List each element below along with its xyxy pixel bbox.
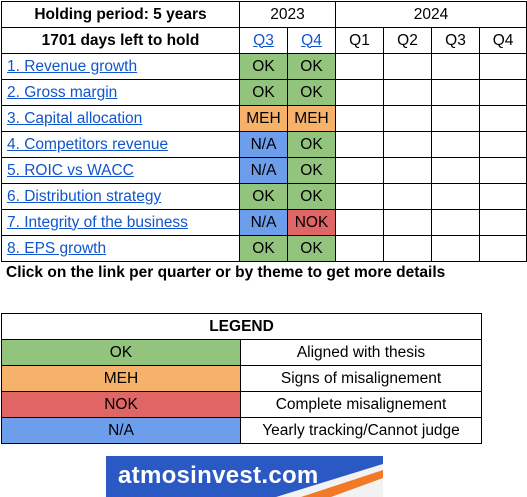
empty-cell-2024-q4 bbox=[479, 131, 527, 158]
empty-cell-2024-q4 bbox=[479, 53, 527, 80]
status-cell-2023-q4: NOK bbox=[286, 209, 337, 236]
status-cell-2023-q4: OK bbox=[286, 235, 337, 262]
legend-items: OK Aligned with thesis MEH Signs of misal… bbox=[1, 339, 482, 444]
status-cell-2023-q4: OK bbox=[286, 131, 337, 158]
status-cell-2023-q4: OK bbox=[286, 53, 337, 80]
quarter-link-2023-q3[interactable]: Q3 bbox=[253, 31, 274, 49]
legend-meaning: Yearly tracking/Cannot judge bbox=[240, 417, 482, 444]
empty-cell-2024-q3 bbox=[431, 183, 481, 210]
logo-text: atmosinvest.com bbox=[118, 462, 319, 489]
thesis-tracking-table: Holding period: 5 years 2023 2024 1701 d… bbox=[1, 1, 527, 262]
empty-cell-2024-q3 bbox=[431, 209, 481, 236]
instruction-note: Click on the link per quarter or by them… bbox=[6, 264, 446, 281]
holding-period-label: Holding period: 5 years bbox=[1, 1, 240, 28]
status-cell-2023-q3: N/A bbox=[239, 209, 288, 236]
legend-status: OK bbox=[1, 339, 241, 366]
empty-cell-2024-q2 bbox=[383, 79, 433, 106]
status-cell-2023-q3: MEH bbox=[239, 105, 288, 132]
legend-row: N/A Yearly tracking/Cannot judge bbox=[1, 417, 482, 444]
logo-swoosh-icon bbox=[276, 464, 383, 497]
empty-cell-2024-q4 bbox=[479, 105, 527, 132]
quarter-header-2024-q2: Q2 bbox=[383, 27, 433, 54]
theme-link[interactable]: 7. Integrity of the business bbox=[7, 213, 188, 231]
empty-cell-2024-q3 bbox=[431, 157, 481, 184]
status-cell-2023-q4: MEH bbox=[286, 105, 337, 132]
header-row-years: Holding period: 5 years 2023 2024 bbox=[1, 1, 527, 28]
status-cell-2023-q3: N/A bbox=[239, 131, 288, 158]
legend-title: LEGEND bbox=[1, 313, 482, 340]
empty-cell-2024-q1 bbox=[335, 53, 385, 80]
status-cell-2023-q3: OK bbox=[239, 53, 288, 80]
legend-meaning: Complete misalignement bbox=[240, 391, 482, 418]
table-row: 2. Gross margin OK OK bbox=[1, 79, 527, 106]
empty-cell-2024-q1 bbox=[335, 183, 385, 210]
legend-meaning: Signs of misalignement bbox=[240, 365, 482, 392]
status-cell-2023-q3: N/A bbox=[239, 157, 288, 184]
days-left-label: 1701 days left to hold bbox=[1, 27, 240, 54]
empty-cell-2024-q4 bbox=[479, 157, 527, 184]
legend-meaning: Aligned with thesis bbox=[240, 339, 482, 366]
year-2024-header: 2024 bbox=[335, 1, 527, 28]
table-row: 1. Revenue growth OK OK bbox=[1, 53, 527, 80]
legend-row: OK Aligned with thesis bbox=[1, 339, 482, 366]
quarter-link-2023-q4[interactable]: Q4 bbox=[301, 31, 322, 49]
empty-cell-2024-q3 bbox=[431, 53, 481, 80]
status-cell-2023-q3: OK bbox=[239, 183, 288, 210]
theme-link[interactable]: 5. ROIC vs WACC bbox=[7, 161, 134, 179]
status-cell-2023-q4: OK bbox=[286, 157, 337, 184]
legend-table: LEGEND OK Aligned with thesis MEH Signs o… bbox=[1, 313, 482, 444]
header-row-quarters: 1701 days left to hold Q3 Q4 Q1 Q2 Q3 Q4 bbox=[1, 27, 527, 54]
atmosinvest-logo[interactable]: atmosinvest.com bbox=[106, 456, 383, 497]
table-row: 7. Integrity of the business N/A NOK bbox=[1, 209, 527, 236]
table-row: 5. ROIC vs WACC N/A OK bbox=[1, 157, 527, 184]
year-2023-header: 2023 bbox=[238, 1, 337, 28]
empty-cell-2024-q3 bbox=[431, 131, 481, 158]
empty-cell-2024-q1 bbox=[335, 105, 385, 132]
empty-cell-2024-q4 bbox=[479, 235, 527, 262]
empty-cell-2024-q2 bbox=[383, 131, 433, 158]
theme-link[interactable]: 4. Competitors revenue bbox=[7, 135, 169, 153]
status-cell-2023-q4: OK bbox=[286, 183, 337, 210]
theme-link[interactable]: 2. Gross margin bbox=[7, 83, 118, 101]
empty-cell-2024-q1 bbox=[335, 157, 385, 184]
status-cell-2023-q3: OK bbox=[239, 79, 288, 106]
quarter-header-2024-q1: Q1 bbox=[335, 27, 385, 54]
legend-status: NOK bbox=[1, 391, 241, 418]
quarter-header-2024-q4: Q4 bbox=[479, 27, 527, 54]
empty-cell-2024-q3 bbox=[431, 105, 481, 132]
legend-row: MEH Signs of misalignement bbox=[1, 365, 482, 392]
empty-cell-2024-q1 bbox=[335, 235, 385, 262]
empty-cell-2024-q3 bbox=[431, 235, 481, 262]
status-cell-2023-q4: OK bbox=[286, 79, 337, 106]
theme-link[interactable]: 8. EPS growth bbox=[7, 239, 107, 257]
legend-status: MEH bbox=[1, 365, 241, 392]
legend-row: NOK Complete misalignement bbox=[1, 391, 482, 418]
legend-status: N/A bbox=[1, 417, 241, 444]
quarter-header-2024-q3: Q3 bbox=[431, 27, 481, 54]
table-row: 6. Distribution strategy OK OK bbox=[1, 183, 527, 210]
empty-cell-2024-q2 bbox=[383, 105, 433, 132]
theme-link[interactable]: 3. Capital allocation bbox=[7, 109, 143, 127]
theme-link[interactable]: 1. Revenue growth bbox=[7, 57, 138, 75]
empty-cell-2024-q1 bbox=[335, 209, 385, 236]
empty-cell-2024-q2 bbox=[383, 235, 433, 262]
theme-rows: 1. Revenue growth OK OK 2. Gross margin OK OK… bbox=[1, 53, 527, 262]
empty-cell-2024-q2 bbox=[383, 183, 433, 210]
empty-cell-2024-q1 bbox=[335, 79, 385, 106]
empty-cell-2024-q1 bbox=[335, 131, 385, 158]
theme-link[interactable]: 6. Distribution strategy bbox=[7, 187, 162, 205]
empty-cell-2024-q4 bbox=[479, 183, 527, 210]
empty-cell-2024-q2 bbox=[383, 53, 433, 80]
empty-cell-2024-q2 bbox=[383, 157, 433, 184]
empty-cell-2024-q2 bbox=[383, 209, 433, 236]
table-row: 3. Capital allocation MEH MEH bbox=[1, 105, 527, 132]
empty-cell-2024-q3 bbox=[431, 79, 481, 106]
table-row: 8. EPS growth OK OK bbox=[1, 235, 527, 262]
table-row: 4. Competitors revenue N/A OK bbox=[1, 131, 527, 158]
empty-cell-2024-q4 bbox=[479, 79, 527, 106]
empty-cell-2024-q4 bbox=[479, 209, 527, 236]
status-cell-2023-q3: OK bbox=[239, 235, 288, 262]
